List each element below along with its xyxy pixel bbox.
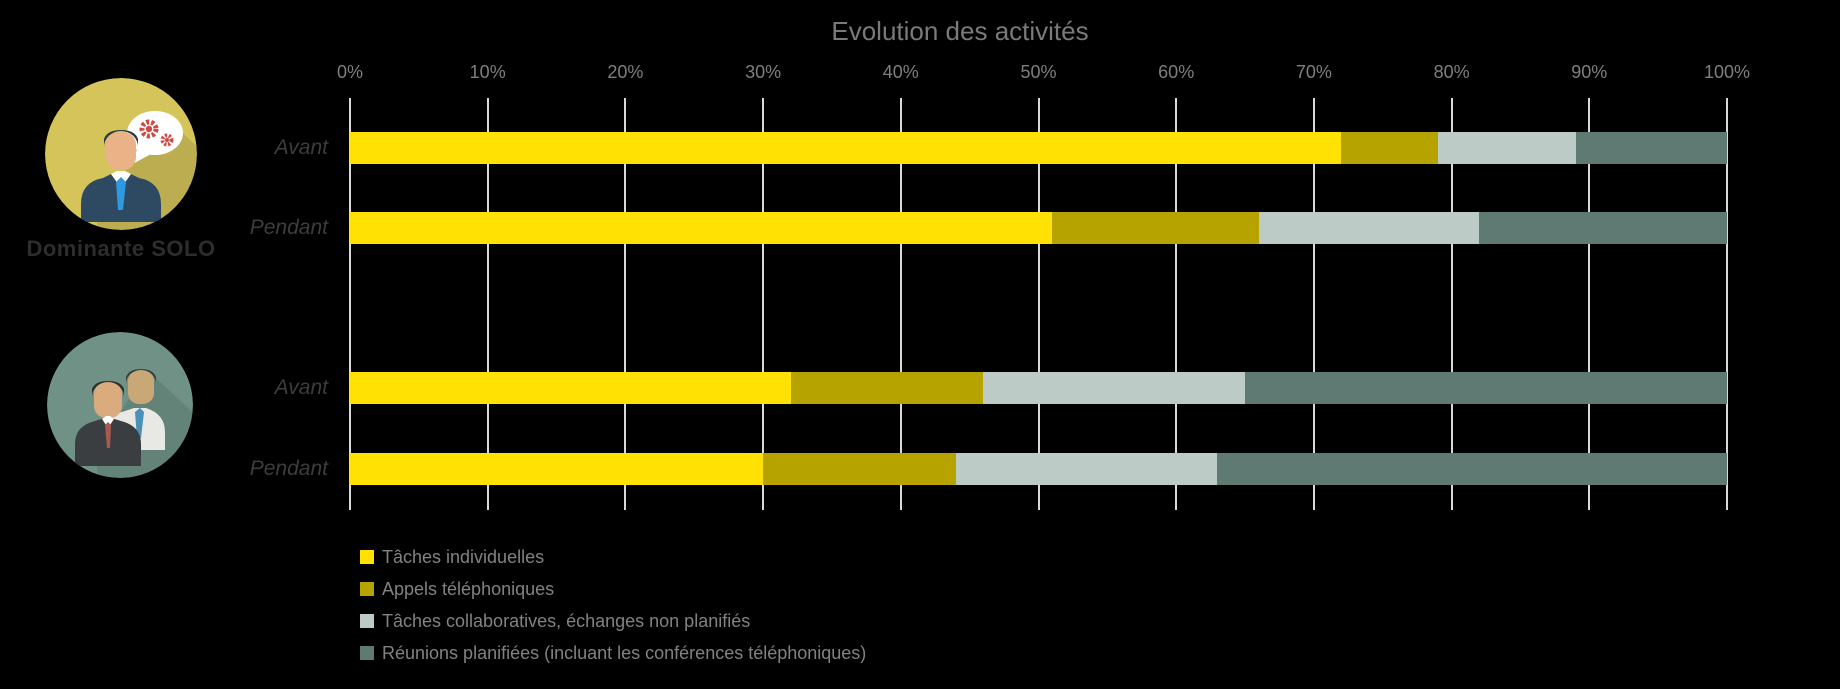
bar-segment	[983, 372, 1246, 404]
bar-segment	[790, 372, 984, 404]
x-axis-tick-label: 20%	[607, 62, 644, 82]
legend-label: Appels téléphoniques	[382, 578, 555, 599]
duo-badge-svg	[47, 332, 193, 478]
legend: Tâches individuelles Appels téléphoniques…	[360, 546, 866, 674]
category-label-pendant: Pendant	[249, 216, 328, 239]
bar-segment	[763, 453, 956, 485]
gridline	[1450, 98, 1453, 510]
x-axis-tick-label: 80%	[1433, 62, 1470, 82]
bar-segment	[955, 453, 1218, 485]
legend-label: Réunions planifiées (incluant les confér…	[382, 642, 867, 663]
group-label-dominante-solo: Dominante SOLO	[26, 236, 216, 261]
bar-segment	[1217, 453, 1727, 485]
x-axis-tick-label: 70%	[1295, 62, 1332, 82]
bar-segment	[1437, 132, 1576, 164]
legend-swatch	[360, 550, 374, 564]
legend-item: Appels téléphoniques	[360, 578, 866, 600]
chart-title: Evolution des activités	[831, 16, 1089, 46]
stacked-bar	[350, 453, 1727, 485]
two-business-people-icon	[47, 332, 193, 478]
gridline	[624, 98, 627, 510]
stacked-bar	[350, 372, 1727, 404]
legend-item: Réunions planifiées (incluant les confér…	[360, 642, 866, 664]
category-label-avant: Avant	[274, 136, 328, 159]
gridline	[1588, 98, 1591, 510]
gridline	[1175, 98, 1178, 510]
x-axis-tick-label: 0%	[336, 62, 364, 82]
bar-segment	[350, 212, 1053, 244]
legend-swatch	[360, 646, 374, 660]
legend-swatch	[360, 582, 374, 596]
x-axis-tick-label: 10%	[469, 62, 506, 82]
x-axis-tick-label: 90%	[1571, 62, 1608, 82]
stacked-bar	[350, 132, 1727, 164]
bar-segment	[1258, 212, 1480, 244]
category-label-pendant: Pendant	[249, 457, 328, 480]
category-label-avant: Avant	[274, 376, 328, 399]
bar-segment	[1341, 132, 1438, 164]
bar-segment	[1479, 212, 1727, 244]
plot-area: Avant Pendant Avant Pendant	[250, 98, 1728, 510]
legend-swatch	[360, 614, 374, 628]
x-axis: 0% 10% 20% 30% 40% 50% 60% 70% 80% 90% 100%	[337, 62, 1750, 88]
x-axis-tick-label: 50%	[1020, 62, 1057, 82]
bar-segment	[350, 372, 791, 404]
gridline	[762, 98, 765, 510]
bar-segment	[1245, 372, 1727, 404]
bar-segment	[350, 453, 764, 485]
x-axis-tick-label: 30%	[745, 62, 782, 82]
x-axis-tick-label: 40%	[882, 62, 919, 82]
legend-item: Tâches individuelles	[360, 546, 866, 568]
bar-segment	[350, 132, 1342, 164]
stacked-bar	[350, 212, 1727, 244]
solo-person-speech-bubble-gears-icon	[45, 78, 197, 230]
solo-badge-svg	[45, 78, 197, 230]
x-axis-tick-label: 100%	[1703, 62, 1751, 82]
legend-label: Tâches collaboratives, échanges non plan…	[382, 610, 751, 631]
legend-item: Tâches collaboratives, échanges non plan…	[360, 610, 866, 632]
gridline	[1312, 98, 1315, 510]
bar-segment	[1575, 132, 1727, 164]
gridline	[1037, 98, 1040, 510]
x-axis-tick-label: 60%	[1158, 62, 1195, 82]
gridline	[486, 98, 489, 510]
gridline	[1726, 98, 1728, 510]
gridline	[899, 98, 902, 510]
bar-segment	[1052, 212, 1259, 244]
gridline	[349, 98, 351, 510]
legend-label: Tâches individuelles	[382, 546, 545, 567]
